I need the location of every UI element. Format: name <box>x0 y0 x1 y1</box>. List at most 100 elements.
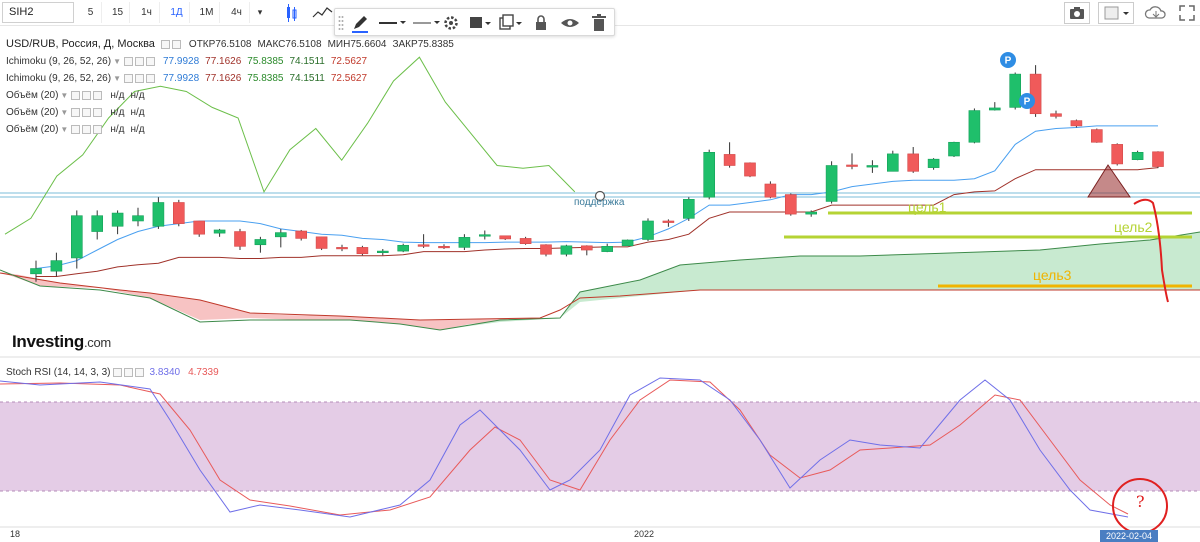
candle[interactable] <box>825 165 838 202</box>
candle[interactable] <box>540 244 552 255</box>
rsi-hide-icon[interactable] <box>112 368 122 377</box>
candle[interactable] <box>254 239 267 246</box>
hide-icon[interactable] <box>123 74 133 83</box>
timeframe-1h[interactable]: 1ч <box>134 2 160 23</box>
candle[interactable] <box>91 215 103 232</box>
close-icon[interactable] <box>93 91 103 100</box>
line-style-icon[interactable] <box>377 13 407 33</box>
candle[interactable] <box>846 164 858 167</box>
candle[interactable] <box>1070 120 1083 127</box>
hide-icon[interactable] <box>71 91 81 100</box>
candle[interactable] <box>30 268 42 275</box>
chevron-down-icon[interactable]: ▼ <box>60 108 69 117</box>
candle[interactable] <box>927 158 940 168</box>
candle[interactable] <box>1050 113 1062 117</box>
candle[interactable] <box>784 194 797 215</box>
candle[interactable] <box>1029 73 1042 115</box>
price-chart[interactable]: PP <box>0 26 1200 542</box>
candle[interactable] <box>1091 129 1103 143</box>
candle[interactable] <box>642 220 654 240</box>
lock-icon[interactable] <box>531 13 551 33</box>
clone-icon[interactable] <box>497 13 525 33</box>
pencil-icon[interactable] <box>349 13 371 33</box>
indicators-icon[interactable] <box>310 3 336 23</box>
candle[interactable] <box>764 183 777 198</box>
timeframe-dropdown[interactable]: ▾ <box>257 7 263 17</box>
candle[interactable] <box>560 245 573 255</box>
candles-icon[interactable] <box>280 3 302 23</box>
hide-icon[interactable] <box>71 125 81 134</box>
candle[interactable] <box>397 244 410 252</box>
candle[interactable] <box>315 236 328 249</box>
candle[interactable] <box>295 230 308 239</box>
settings-icon[interactable] <box>82 108 92 117</box>
candle[interactable] <box>193 220 205 235</box>
candle[interactable] <box>458 237 471 248</box>
cloud-icon[interactable] <box>1142 2 1170 24</box>
candle[interactable] <box>438 246 450 249</box>
settings-icon[interactable] <box>441 13 461 33</box>
settings-icon[interactable] <box>134 74 144 83</box>
candle[interactable] <box>519 238 532 244</box>
candle[interactable] <box>1131 152 1144 160</box>
settings-icon[interactable] <box>134 57 144 66</box>
candle[interactable] <box>50 260 63 272</box>
timeframe-4h[interactable]: 4ч <box>224 2 250 23</box>
trash-icon[interactable] <box>589 13 609 33</box>
drag-handle-icon[interactable] <box>338 15 344 31</box>
candle[interactable] <box>173 202 185 224</box>
candle[interactable] <box>886 153 899 172</box>
candle[interactable] <box>111 212 124 227</box>
candle[interactable] <box>478 234 491 237</box>
candle[interactable] <box>234 231 246 247</box>
candle[interactable] <box>132 215 144 222</box>
hide-icon[interactable] <box>123 57 133 66</box>
candle[interactable] <box>580 245 593 251</box>
close-icon[interactable] <box>93 125 103 134</box>
fullscreen-icon[interactable] <box>1176 2 1198 24</box>
support-anchor[interactable] <box>594 190 606 202</box>
candle[interactable] <box>336 247 348 250</box>
candle[interactable] <box>1111 144 1123 165</box>
candle[interactable] <box>601 246 614 252</box>
candle[interactable] <box>723 154 736 166</box>
chevron-down-icon[interactable]: ▼ <box>113 57 121 66</box>
layout-icon[interactable] <box>1098 2 1134 24</box>
timeframe-1month[interactable]: 1М <box>194 2 220 23</box>
settings-icon[interactable] <box>82 125 92 134</box>
hide-icon[interactable] <box>160 40 170 49</box>
candle[interactable] <box>907 153 920 172</box>
eye-icon[interactable] <box>559 13 581 33</box>
candle[interactable] <box>274 232 287 238</box>
candle[interactable] <box>356 247 369 255</box>
timeframe-5m[interactable]: 5 <box>80 2 102 23</box>
candle[interactable] <box>376 250 389 253</box>
candle[interactable] <box>213 229 226 234</box>
candle[interactable] <box>417 244 430 247</box>
candle[interactable] <box>662 220 675 223</box>
candle[interactable] <box>703 152 716 198</box>
timeframe-1d[interactable]: 1Д <box>164 2 190 23</box>
candle[interactable] <box>968 110 981 143</box>
candle[interactable] <box>621 239 634 247</box>
candle[interactable] <box>682 199 695 219</box>
rsi-settings-icon[interactable] <box>123 368 133 377</box>
chevron-down-icon[interactable]: ▼ <box>113 74 121 83</box>
candle[interactable] <box>499 235 512 240</box>
chevron-down-icon[interactable]: ▼ <box>60 91 69 100</box>
close-icon[interactable] <box>93 108 103 117</box>
candle[interactable] <box>1009 73 1022 108</box>
candle[interactable] <box>948 141 960 157</box>
fill-icon[interactable] <box>467 13 493 33</box>
candle[interactable] <box>744 162 756 177</box>
line-width-icon[interactable] <box>411 13 441 33</box>
candle[interactable] <box>805 211 818 215</box>
candle[interactable] <box>866 165 879 168</box>
candle[interactable] <box>71 215 83 259</box>
close-icon[interactable] <box>145 74 155 83</box>
timeframe-15m[interactable]: 15 <box>106 2 130 23</box>
camera-icon[interactable] <box>1064 2 1090 24</box>
settings-icon[interactable] <box>171 40 181 49</box>
symbol-input[interactable]: SIH2 <box>2 2 74 23</box>
close-icon[interactable] <box>145 57 155 66</box>
